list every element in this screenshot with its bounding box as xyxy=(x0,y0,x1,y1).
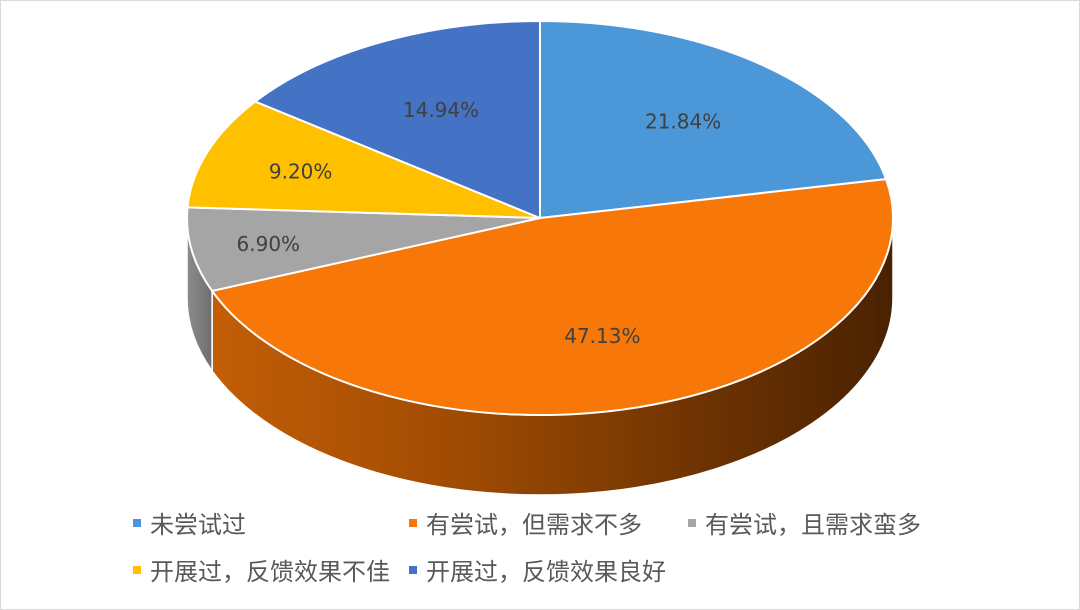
slice-value-label: 6.90% xyxy=(237,232,301,256)
pie-slice xyxy=(211,178,894,416)
pie-slice xyxy=(539,20,888,219)
slice-value-label: 47.13% xyxy=(564,324,640,348)
slice-value-label: 9.20% xyxy=(269,159,333,183)
pie-slice xyxy=(186,100,541,219)
pie-slice xyxy=(254,20,541,219)
slice-value-label: 21.84% xyxy=(645,109,721,133)
slice-value-label: 14.94% xyxy=(403,98,479,122)
pie-slice xyxy=(186,206,541,292)
